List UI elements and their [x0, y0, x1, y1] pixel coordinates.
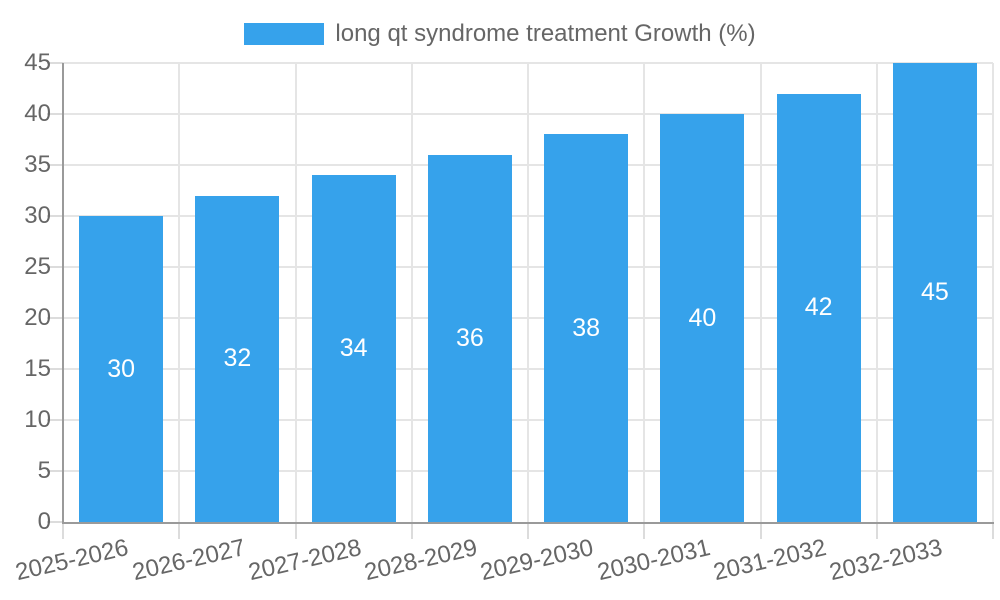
bar-2026-2027[interactable]: 32 [195, 195, 280, 522]
x-axis-tick [294, 524, 297, 539]
y-axis-tick [47, 266, 63, 268]
y-axis-label: 15 [24, 355, 51, 382]
y-axis-label: 45 [24, 49, 51, 76]
x-axis-tick [62, 524, 64, 539]
bar-value-label: 30 [107, 354, 136, 383]
legend-label: long qt syndrome treatment Growth (%) [335, 20, 756, 47]
y-axis-tick [47, 470, 63, 472]
y-axis-label: 40 [24, 100, 51, 127]
gridline-vertical [875, 63, 878, 522]
y-axis-tick [47, 62, 63, 64]
y-axis-label: 30 [24, 202, 51, 229]
gridline-vertical [643, 63, 646, 522]
x-axis-tick [410, 524, 413, 539]
bar-2031-2032[interactable]: 42 [776, 93, 861, 522]
y-axis-label: 5 [37, 457, 51, 484]
x-axis-tick [643, 524, 646, 539]
y-axis-line [62, 63, 64, 524]
x-axis-tick [875, 524, 878, 539]
x-axis-label: 2029-2030 [478, 534, 597, 587]
y-axis-label: 25 [24, 253, 51, 280]
x-axis-label: 2028-2029 [362, 534, 480, 587]
bar-value-label: 36 [455, 323, 484, 352]
y-axis-tick [47, 419, 63, 421]
bar-value-label: 45 [920, 278, 949, 306]
x-axis-label: 2032-2033 [827, 534, 945, 587]
x-axis-tick [759, 524, 762, 539]
x-axis-label: 2027-2028 [245, 534, 364, 587]
y-axis-label: 0 [37, 508, 51, 535]
gridline-vertical [527, 63, 529, 522]
x-axis-label: 2030-2031 [594, 534, 713, 587]
bar-value-label: 38 [572, 313, 601, 342]
legend[interactable]: long qt syndrome treatment Growth (%) [0, 21, 1000, 47]
x-axis-tick [992, 524, 994, 539]
bar-2032-2033[interactable]: 45 [892, 63, 977, 522]
gridline-vertical [294, 63, 297, 522]
y-axis-label: 35 [24, 151, 51, 178]
x-axis-line [62, 522, 994, 524]
y-axis-tick [47, 368, 63, 370]
y-axis-label: 20 [24, 304, 51, 331]
bar-value-label: 40 [688, 303, 717, 332]
y-axis-label: 10 [24, 406, 51, 433]
bar-value-label: 42 [804, 293, 833, 322]
gridline-vertical [410, 63, 413, 522]
y-axis-tick [47, 521, 63, 523]
x-axis-label: 2025-2026 [13, 534, 132, 587]
x-axis-label: 2026-2027 [129, 534, 248, 587]
bar-2025-2026[interactable]: 30 [79, 216, 164, 522]
x-axis-tick [178, 524, 181, 539]
y-axis-tick [47, 317, 63, 319]
bar-2028-2029[interactable]: 36 [427, 154, 512, 522]
y-axis-tick [47, 215, 63, 217]
legend-swatch [244, 23, 325, 45]
bar-2030-2031[interactable]: 40 [660, 114, 745, 522]
gridline-vertical [178, 63, 181, 522]
x-axis-tick [527, 524, 529, 539]
gridline-vertical [759, 63, 762, 522]
y-axis-tick [47, 113, 63, 115]
y-axis-tick [47, 164, 63, 166]
gridline-vertical [992, 63, 994, 522]
bar-2027-2028[interactable]: 34 [311, 175, 396, 522]
x-axis-label: 2031-2032 [710, 534, 829, 587]
bar-value-label: 32 [223, 344, 252, 373]
bar-2029-2030[interactable]: 38 [544, 134, 629, 522]
bar-value-label: 34 [339, 334, 368, 363]
